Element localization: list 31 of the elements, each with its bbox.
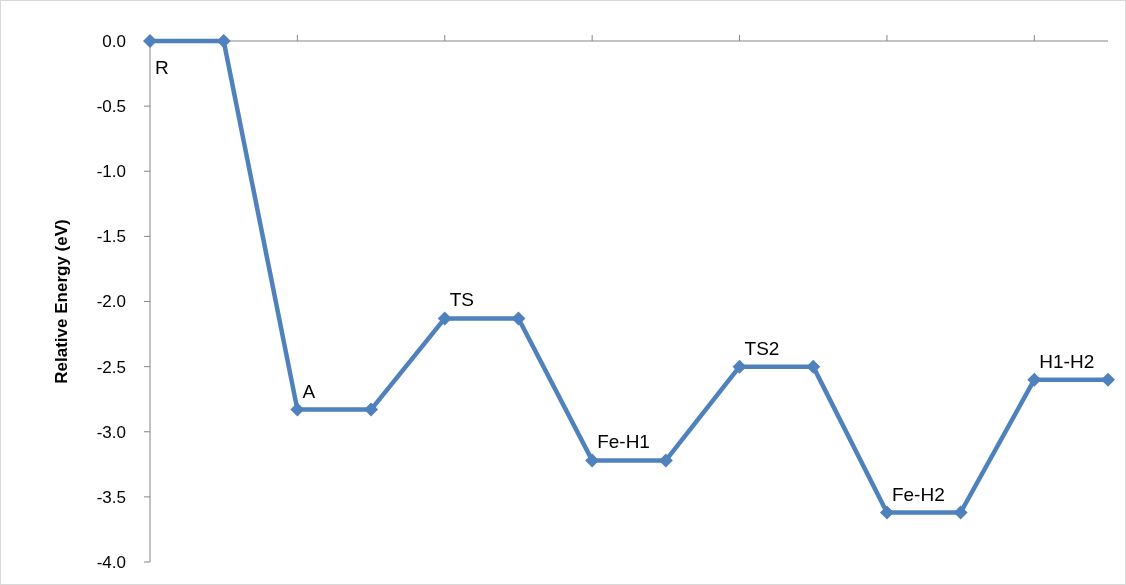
annotation: TS bbox=[449, 289, 475, 311]
point bbox=[953, 505, 968, 520]
annotation: TS2 bbox=[744, 337, 780, 359]
point bbox=[216, 34, 231, 48]
point bbox=[806, 359, 821, 374]
y-tick-label: -4.0 bbox=[96, 552, 126, 572]
y-tick-label: -3.0 bbox=[96, 422, 126, 442]
annotation: Fe-H1 bbox=[597, 431, 650, 453]
y-tick-label: -2.0 bbox=[96, 292, 126, 312]
point bbox=[585, 453, 600, 468]
annotation: A bbox=[302, 380, 316, 402]
y-tick-label: -3.5 bbox=[96, 487, 126, 507]
point bbox=[143, 34, 157, 48]
y-tick-label: -1.0 bbox=[96, 162, 126, 182]
y-tick-label: -0.5 bbox=[96, 97, 126, 117]
annotation: Fe-H2 bbox=[891, 483, 945, 505]
point bbox=[879, 505, 894, 520]
point bbox=[290, 402, 305, 417]
annotation: H1-H2 bbox=[1039, 350, 1095, 372]
point bbox=[1101, 372, 1115, 387]
y-tick-label: -2.5 bbox=[96, 357, 126, 377]
annotation: R bbox=[155, 57, 169, 78]
point bbox=[511, 311, 526, 326]
point bbox=[732, 359, 747, 374]
y-axis-title: Relative Energy (eV) bbox=[52, 219, 71, 384]
point bbox=[1027, 372, 1042, 387]
y-tick-label: 0.0 bbox=[102, 31, 126, 51]
point bbox=[364, 402, 379, 417]
point bbox=[658, 453, 673, 468]
y-tick-label: -1.5 bbox=[96, 227, 126, 247]
point bbox=[437, 311, 452, 326]
